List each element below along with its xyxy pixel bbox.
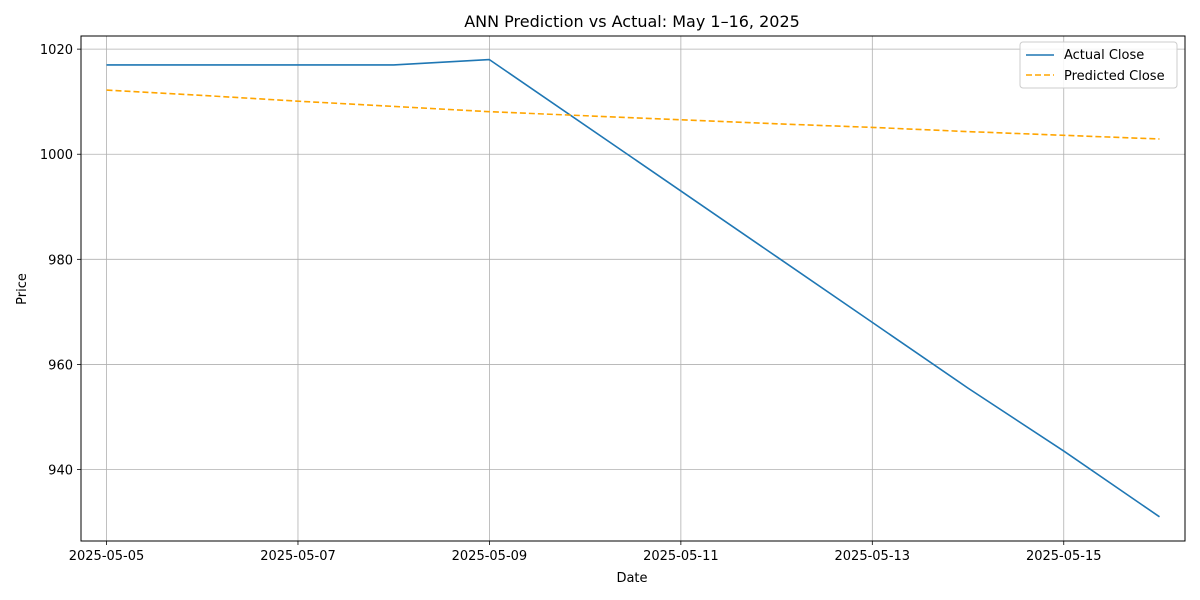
series-layer [106, 58, 1160, 518]
legend-label-actual-close: Actual Close [1064, 48, 1144, 63]
y-tick-label-4: 1020 [40, 43, 73, 58]
legend-box [1019, 41, 1178, 89]
axis-layer: 2025-05-05 2025-05-07 2025-05-09 2025-05-11… [40, 43, 1102, 564]
y-axis-label: Price [15, 273, 30, 305]
x-tick-label-1: 2025-05-07 [260, 549, 336, 564]
y-tick-label-0: 940 [48, 464, 73, 479]
y-tick-label-3: 1000 [40, 148, 73, 163]
x-axis-label: Date [616, 571, 647, 586]
x-tick-label-2: 2025-05-09 [452, 549, 528, 564]
series-line-0 [106, 58, 1160, 518]
series-line-1 [106, 89, 1160, 140]
x-tick-label-0: 2025-05-05 [69, 549, 145, 564]
grid-layer [81, 36, 1185, 541]
chart-title: ANN Prediction vs Actual: May 1–16, 2025 [464, 12, 800, 31]
plot-frame [80, 35, 1186, 542]
x-tick-label-3: 2025-05-11 [643, 549, 719, 564]
y-tick-label-2: 980 [48, 253, 73, 268]
legend: Actual Close Predicted Close [1019, 41, 1178, 89]
x-tick-label-4: 2025-05-13 [835, 549, 911, 564]
y-tick-label-1: 960 [48, 358, 73, 373]
legend-label-predicted-close: Predicted Close [1064, 69, 1165, 84]
x-tick-label-5: 2025-05-15 [1026, 549, 1102, 564]
